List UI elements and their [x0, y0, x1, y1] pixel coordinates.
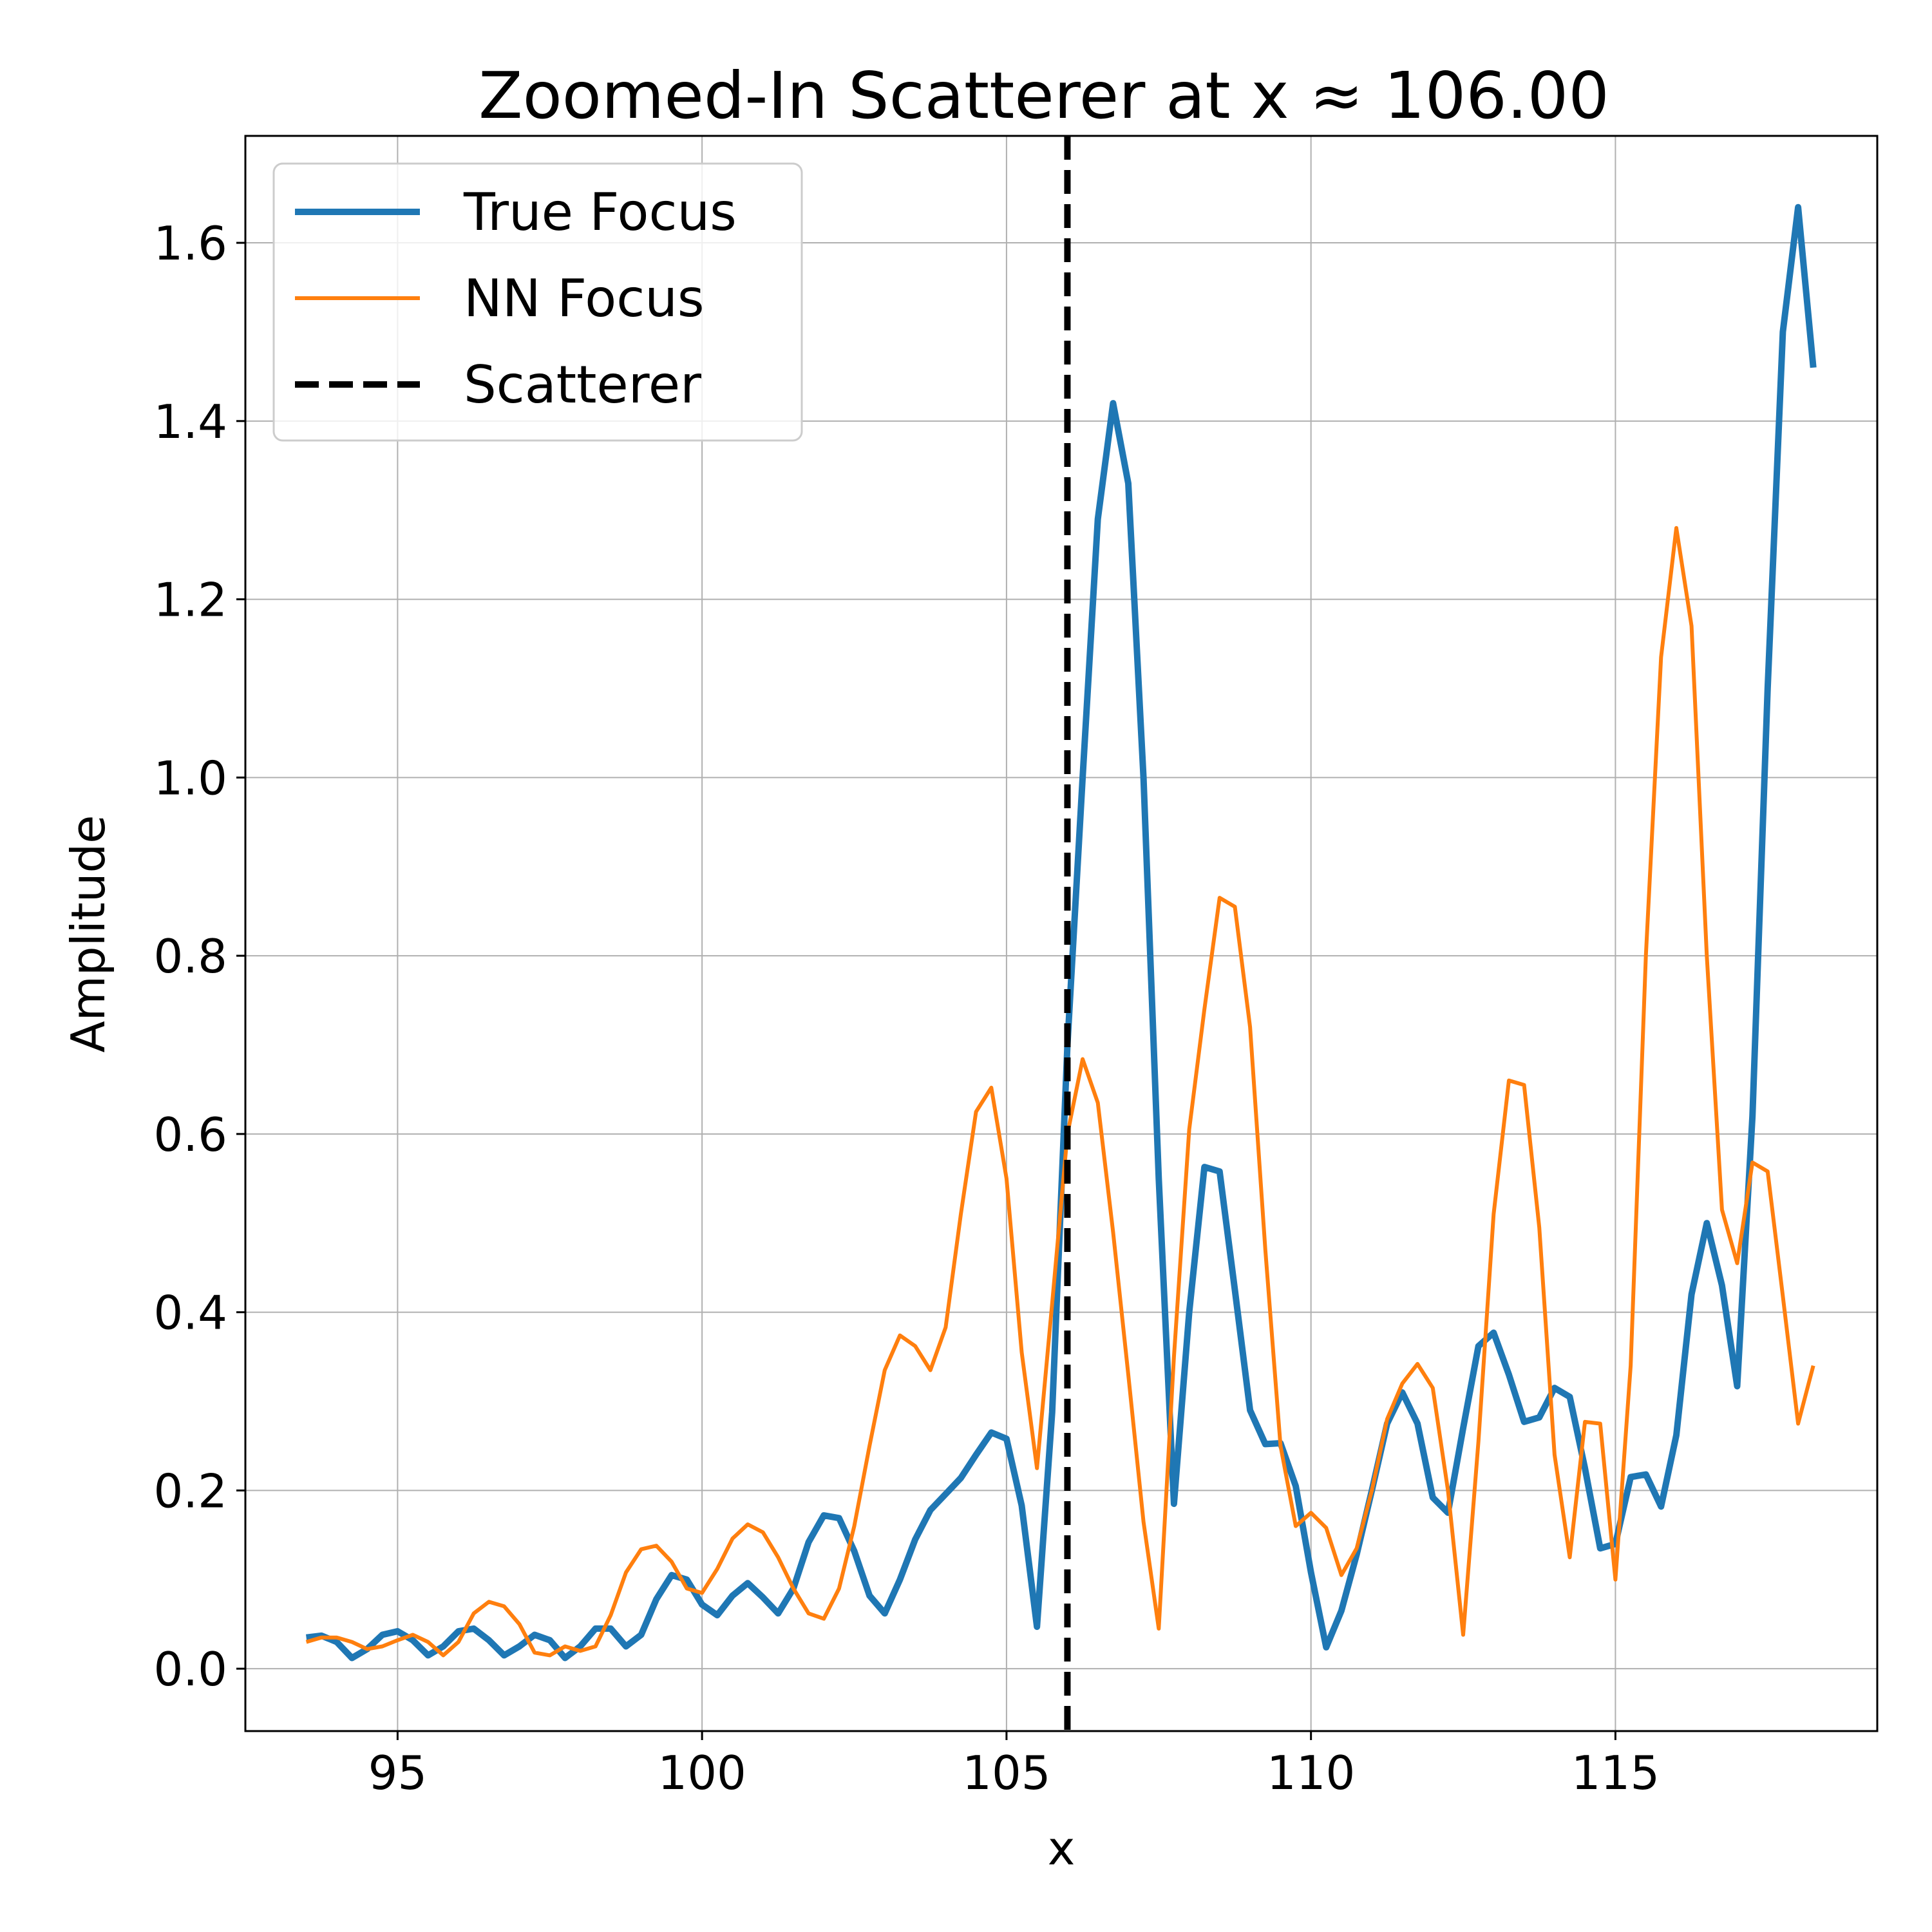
y-tick-label: 0.0 — [153, 1642, 227, 1696]
chart-title: Zoomed-In Scatterer at x ≈ 106.00 — [478, 58, 1609, 133]
legend-frame — [272, 162, 803, 442]
grid — [245, 136, 1877, 1731]
x-tick-label: 105 — [962, 1746, 1050, 1800]
x-tick-label: 100 — [658, 1746, 746, 1800]
y-tick-label: 1.4 — [153, 395, 227, 449]
ticks: 95 100 105 110 115 0.0 0.2 0.4 0.6 0.8 1.0 1.2 1.4 1.… — [153, 216, 1660, 1800]
y-tick-label: 0.4 — [153, 1286, 227, 1340]
y-tick-label: 0.2 — [153, 1464, 227, 1518]
x-tick-label: 95 — [368, 1746, 428, 1800]
y-axis-label: Amplitude — [61, 815, 115, 1053]
y-tick-label: 0.6 — [153, 1108, 227, 1162]
legend-label-scatterer: Scatterer — [464, 355, 701, 415]
y-tick-label: 1.6 — [153, 216, 227, 270]
y-tick-label: 1.2 — [153, 573, 227, 627]
x-tick-label: 110 — [1267, 1746, 1355, 1800]
legend: True Focus NN Focus Scatterer — [272, 162, 803, 442]
legend-label-nn-focus: NN Focus — [464, 269, 705, 328]
y-tick-label: 1.0 — [153, 751, 227, 805]
y-tick-label: 0.8 — [153, 929, 227, 983]
x-tick-label: 115 — [1571, 1746, 1660, 1800]
series-line-nn-focus — [305, 526, 1815, 1658]
plot-frame — [244, 135, 1879, 1732]
series-layer — [305, 136, 1817, 1731]
x-axis-label: x — [1048, 1821, 1075, 1875]
legend-label-true-focus: True Focus — [463, 182, 737, 242]
